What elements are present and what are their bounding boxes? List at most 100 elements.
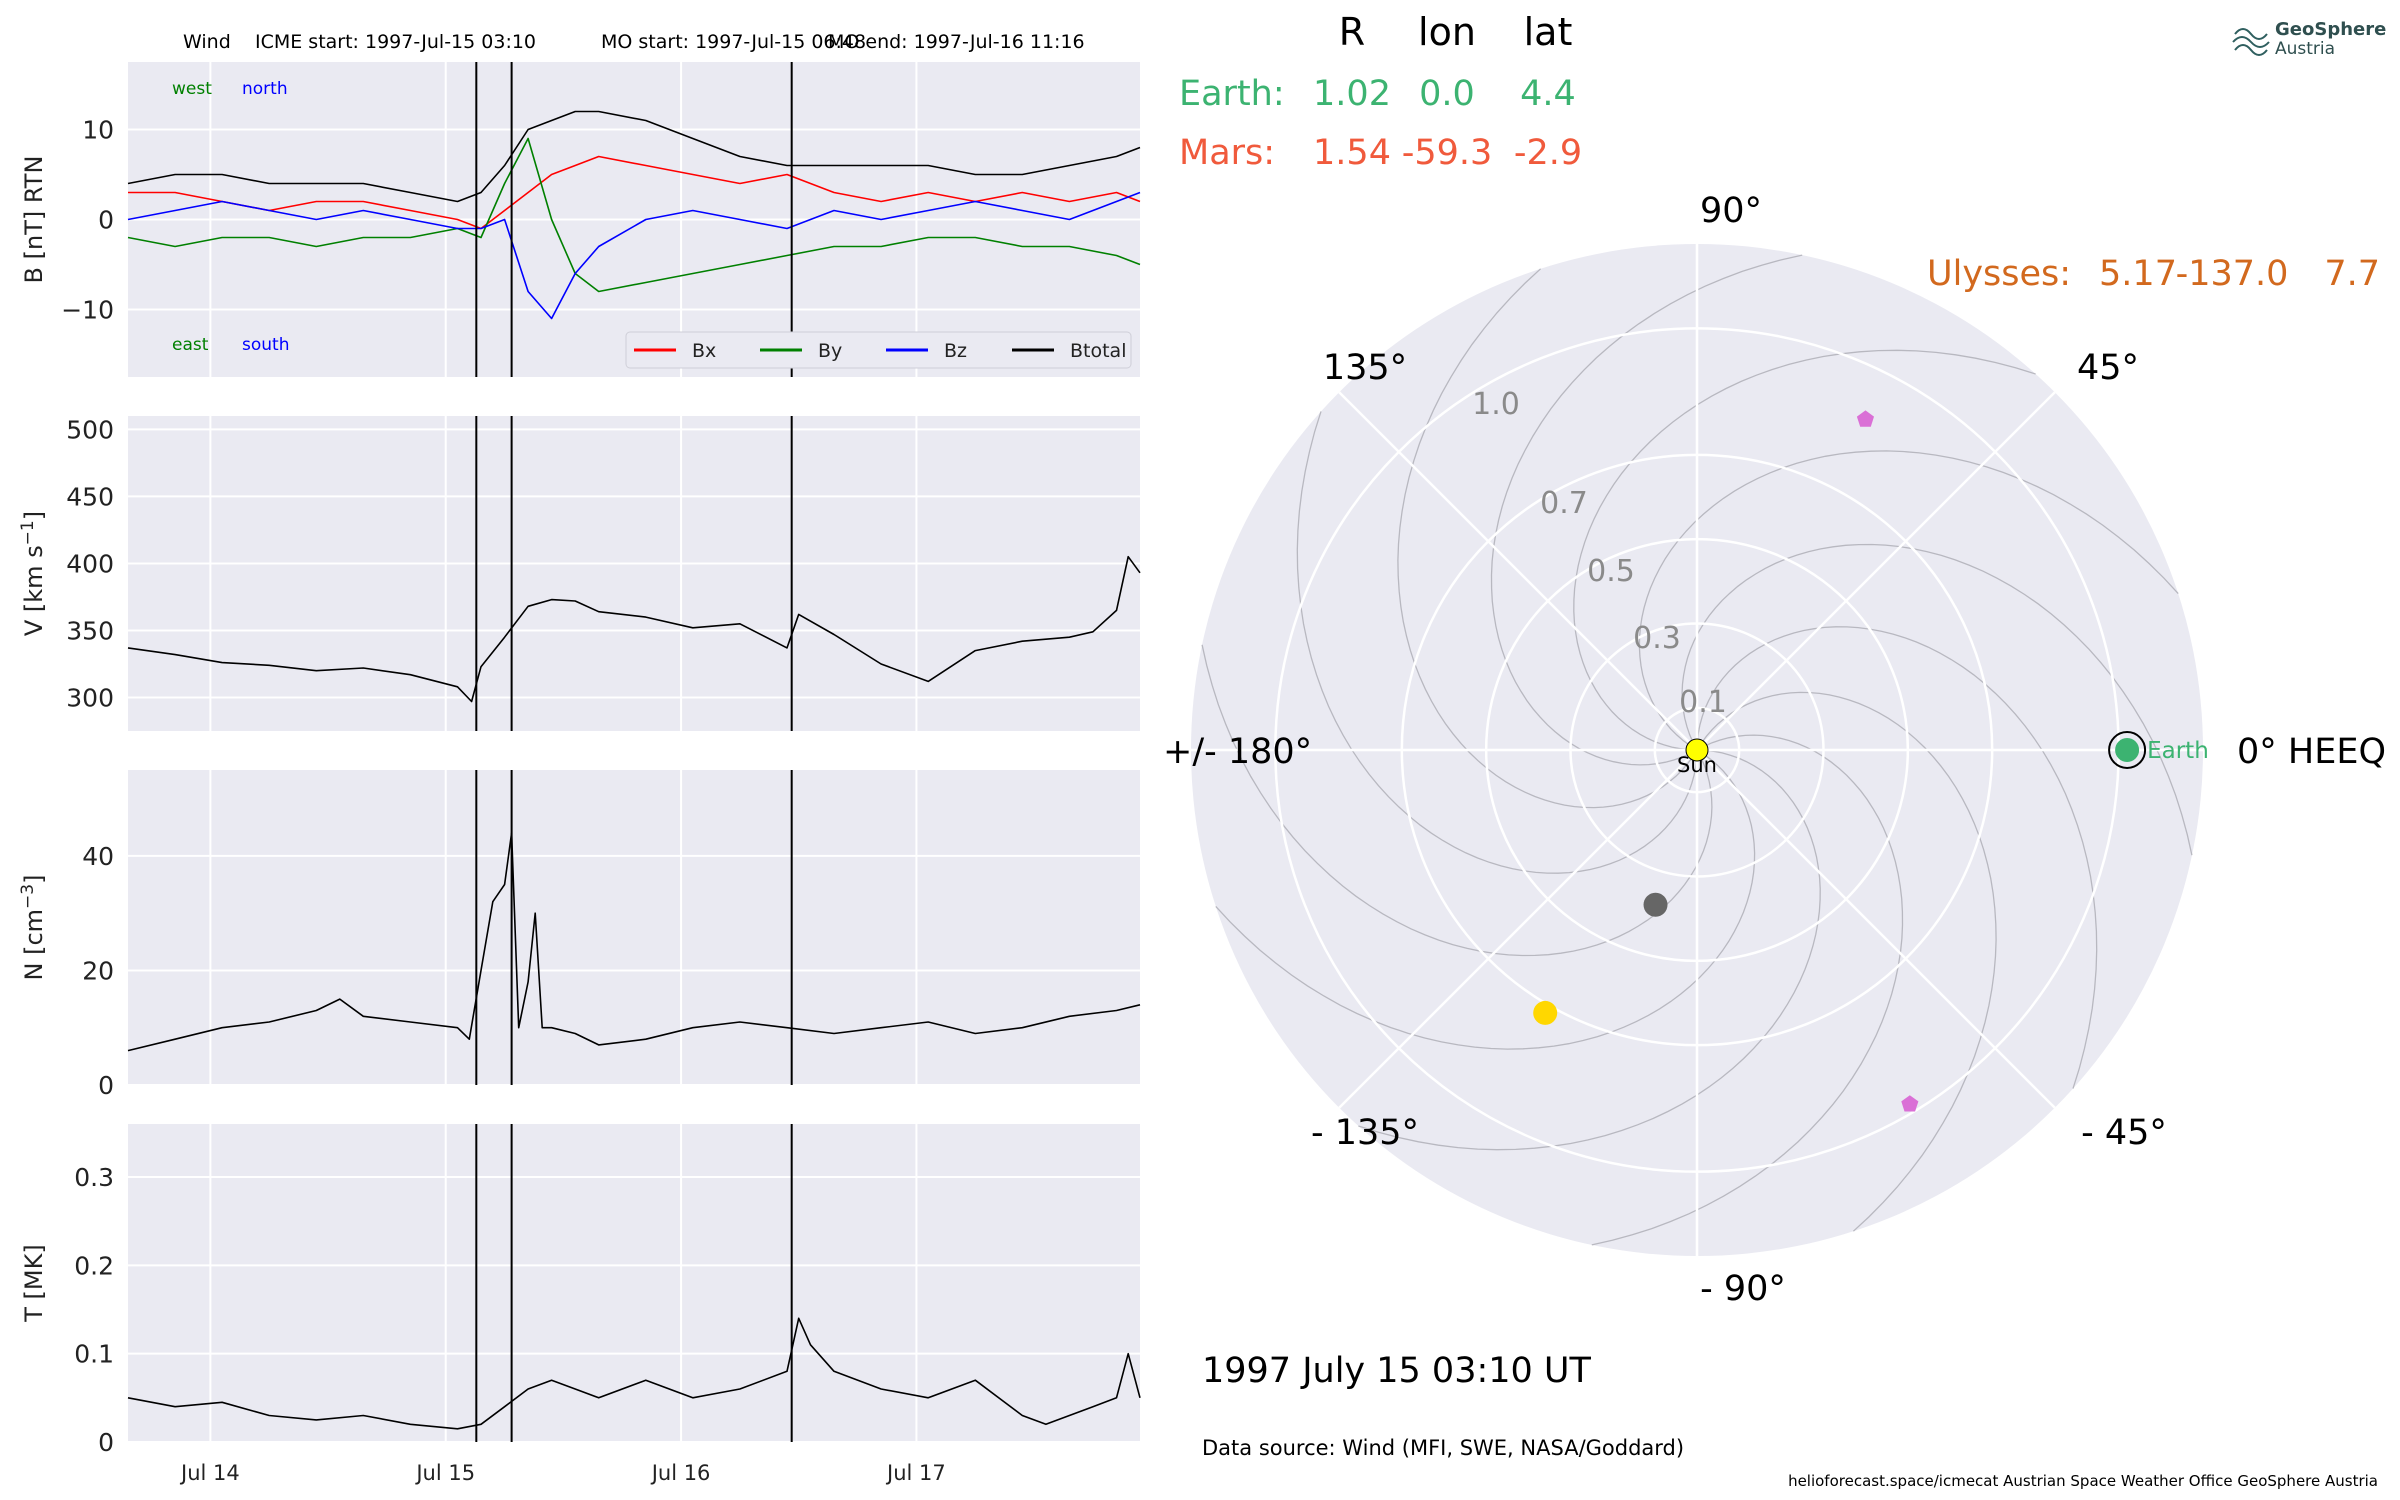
y-tick-label: 500 xyxy=(66,415,114,444)
radial-tick-label: 0.3 xyxy=(1633,621,1681,656)
y-axis-label: N [cm−3] xyxy=(18,875,48,981)
angle-label: 0° HEEQ xyxy=(2237,732,2386,772)
panel-1: −10 0 10 B [nT] RTN west north east south Bx By Bz… xyxy=(20,62,1141,377)
angle-label: - 90° xyxy=(1700,1269,1786,1309)
panel-background xyxy=(128,770,1140,1085)
planet-marker xyxy=(1533,1000,1558,1025)
logo: GeoSphere Austria xyxy=(2232,19,2386,59)
row-value-lon: 0.0 xyxy=(1419,74,1475,114)
angle-spoke xyxy=(1696,391,2056,751)
row-name: Ulysses: xyxy=(1927,254,2071,294)
panel-background xyxy=(128,416,1140,731)
spacecraft-name: Wind xyxy=(183,31,231,53)
y-tick-label: 400 xyxy=(66,549,114,578)
angle-spoke xyxy=(1338,749,1698,1109)
series-line-Bx xyxy=(128,155,1141,230)
annotation-north: north xyxy=(242,79,288,99)
y-axis-label: B [nT] RTN xyxy=(20,156,48,284)
y-tick-label: 0 xyxy=(98,1428,114,1457)
panel-2: 300 350 400 450 500 V [km s−1] xyxy=(18,415,1141,731)
row-value-lat: -2.9 xyxy=(1514,133,1582,173)
sun-label: Sun xyxy=(1677,753,1717,777)
angle-label: - 45° xyxy=(2081,1113,2167,1153)
x-tick-label: Jul 15 xyxy=(414,1461,475,1485)
logo-line1: GeoSphere xyxy=(2275,19,2386,40)
position-row: Earth: 1.02 0.0 4.4 xyxy=(1179,74,1576,114)
y-tick-label: 40 xyxy=(82,842,114,871)
x-tick-label: Jul 17 xyxy=(885,1461,946,1485)
timeseries-panels: −10 0 10 B [nT] RTN west north east south Bx By Bz… xyxy=(18,62,1141,1485)
angle-spoke xyxy=(1338,391,1698,751)
annotation-west: west xyxy=(172,79,212,99)
row-value-lat: 7.7 xyxy=(2324,254,2380,294)
y-tick-label: 450 xyxy=(66,482,114,511)
radial-tick-label: 0.7 xyxy=(1540,486,1588,521)
series-line-Bz xyxy=(127,191,1141,320)
y-tick-label: 10 xyxy=(82,116,114,145)
legend: Bx By Bz Btotal xyxy=(625,331,1132,369)
position-row: Ulysses: 5.17-137.0 7.7 xyxy=(1927,254,2380,294)
angle-label: 45° xyxy=(2077,348,2139,388)
row-value-R: 5.17 xyxy=(2099,254,2177,294)
annotation-south: south xyxy=(242,335,289,355)
radial-tick-label: 0.1 xyxy=(1679,685,1727,720)
y-axis-label: V [km s−1] xyxy=(18,511,48,636)
row-name: Earth: xyxy=(1179,74,1285,114)
panel-4: 0 0.1 0.2 0.3 Jul 14 Jul 15 Jul 16 Jul 17 T [MK] xyxy=(20,1124,1141,1485)
position-row: Mars: 1.54 -59.3 -2.9 xyxy=(1179,133,1582,173)
logo-line2: Austria xyxy=(2275,39,2335,59)
row-name: Mars: xyxy=(1179,133,1275,173)
angle-label: 90° xyxy=(1700,191,1762,231)
legend-label: By xyxy=(818,340,842,362)
legend-label: Bz xyxy=(944,340,967,362)
planet-marker xyxy=(1643,892,1668,917)
y-tick-label: 20 xyxy=(82,956,114,985)
y-tick-label: 0.2 xyxy=(74,1251,114,1280)
column-header-R: R xyxy=(1339,10,1365,54)
x-tick-label: Jul 16 xyxy=(650,1461,711,1485)
row-value-R: 1.54 xyxy=(1313,133,1391,173)
angle-spoke xyxy=(1696,749,2056,1109)
row-value-lon: -137.0 xyxy=(2176,254,2289,294)
radial-tick-label: 1.0 xyxy=(1472,387,1520,422)
y-tick-label: 350 xyxy=(66,616,114,645)
radial-tick-label: 0.5 xyxy=(1587,554,1635,589)
spacecraft-marker xyxy=(1856,410,1874,427)
earth-marker xyxy=(2115,738,2140,762)
y-tick-label: 0 xyxy=(98,1071,114,1100)
column-header-lat: lat xyxy=(1524,10,1573,54)
panel-3: 0 20 40 N [cm−3] xyxy=(18,770,1141,1100)
geosphere-logo-icon xyxy=(2232,28,2270,56)
y-tick-label: 0.1 xyxy=(74,1340,114,1369)
series-line-By xyxy=(127,137,1141,293)
polar-plot: 0.1 0.3 0.5 0.7 1.0 0° HEEQ 45° 90° 135° +/- 180°… xyxy=(1163,191,2386,1309)
row-value-lat: 4.4 xyxy=(1520,74,1576,114)
row-value-lon: -59.3 xyxy=(1402,133,1493,173)
legend-box xyxy=(625,331,1132,369)
y-tick-label: 0.3 xyxy=(74,1163,114,1192)
mo-end-label: MO end: 1997-Jul-16 11:16 xyxy=(828,31,1085,53)
series-line-Btotal xyxy=(127,110,1141,203)
earth-label: Earth xyxy=(2147,738,2209,764)
annotation-east: east xyxy=(172,335,209,355)
angle-label: 135° xyxy=(1323,348,1407,388)
column-header-lon: lon xyxy=(1418,10,1476,54)
series-line-data xyxy=(127,555,1141,703)
row-value-R: 1.02 xyxy=(1313,74,1391,114)
y-tick-label: 300 xyxy=(66,683,114,712)
y-tick-label: 0 xyxy=(98,206,114,235)
legend-label: Bx xyxy=(692,340,716,362)
legend-label: Btotal xyxy=(1070,340,1126,362)
series-line-data xyxy=(127,832,1141,1052)
spacecraft-marker xyxy=(1901,1095,1919,1112)
x-tick-label: Jul 14 xyxy=(179,1461,240,1485)
plot-header: Wind ICME start: 1997-Jul-15 03:10 MO st… xyxy=(183,31,1085,53)
footer-credits: helioforecast.space/icmecat Austrian Spa… xyxy=(1788,1472,2378,1490)
mo-start-label: MO start: 1997-Jul-15 06:48 xyxy=(601,31,866,53)
y-tick-label: −10 xyxy=(61,296,114,325)
angle-label: - 135° xyxy=(1311,1113,1419,1153)
date-label: 1997 July 15 03:10 UT xyxy=(1202,1351,1592,1391)
y-axis-label: T [MK] xyxy=(20,1244,48,1322)
